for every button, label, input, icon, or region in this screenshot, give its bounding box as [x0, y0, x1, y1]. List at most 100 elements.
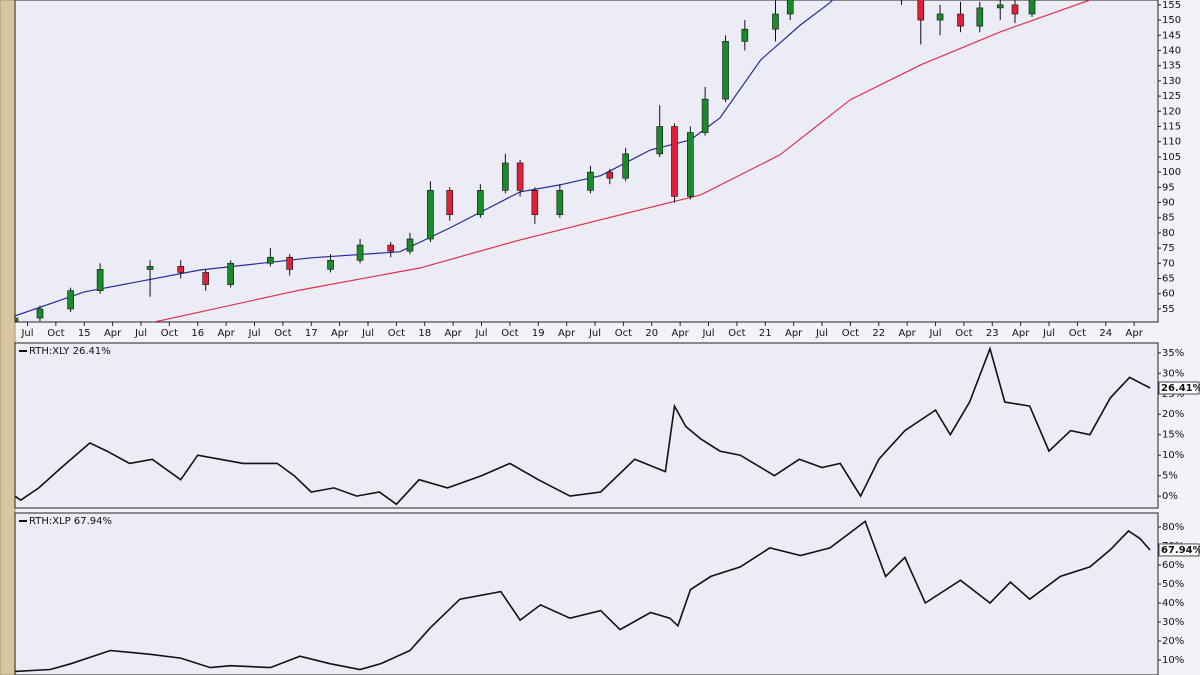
- x-tick-label: Apr: [1012, 328, 1030, 339]
- x-tick-label: Jul: [701, 328, 714, 339]
- x-tick-label: 22: [872, 328, 885, 339]
- x-tick-label: Oct: [274, 328, 291, 339]
- x-tick-label: Jul: [815, 328, 828, 339]
- y-tick-label: 40%: [1162, 598, 1184, 609]
- x-tick-label: Jul: [247, 328, 260, 339]
- y-tick-label: 105: [1162, 152, 1181, 163]
- candle-body: [556, 190, 564, 215]
- y-tick-label: 85: [1162, 213, 1175, 224]
- y-tick-label: 100: [1162, 167, 1181, 178]
- plot-area: [15, 0, 1092, 322]
- candle-body: [1011, 4, 1019, 15]
- y-tick-label: 30%: [1162, 617, 1184, 628]
- side-strip: [0, 0, 16, 675]
- y-tick-label: 90: [1162, 198, 1175, 209]
- candle-body: [1028, 0, 1036, 15]
- candle-body: [446, 190, 454, 215]
- candle-body: [917, 0, 925, 21]
- candle-body: [531, 190, 539, 215]
- candle-body: [701, 98, 709, 133]
- x-tick-label: Jul: [1042, 328, 1055, 339]
- candle-body: [146, 266, 154, 270]
- x-tick-label: Apr: [444, 328, 462, 339]
- x-tick-label: Apr: [898, 328, 916, 339]
- candle-body: [957, 13, 964, 27]
- legend-label: RTH:XLP 67.94%: [29, 516, 112, 527]
- line: [15, 0, 834, 317]
- y-tick-label: 95: [1162, 182, 1175, 193]
- y-tick-label: 20%: [1162, 409, 1184, 420]
- x-tick-label: 18: [418, 328, 431, 339]
- y-tick-label: 80%: [1162, 522, 1184, 533]
- y-tick-label: 60%: [1162, 560, 1184, 571]
- candle-body: [477, 190, 484, 215]
- x-tick-label: Jul: [474, 328, 487, 339]
- y-tick-label: 20%: [1162, 636, 1184, 647]
- y-tick-label: 60: [1162, 289, 1175, 300]
- x-tick-label: Oct: [842, 328, 859, 339]
- x-tick-label: Oct: [728, 328, 745, 339]
- candle-body: [67, 290, 74, 310]
- x-tick-label: 24: [1099, 328, 1112, 339]
- legend-label: RTH:XLY 26.41%: [29, 346, 111, 357]
- line: [151, 0, 1092, 322]
- y-tick-label: 115: [1162, 121, 1181, 132]
- line: [15, 520, 1151, 673]
- line: [15, 346, 1151, 506]
- plot-area: [15, 520, 1151, 673]
- candle-body: [786, 0, 794, 15]
- candle-body: [96, 269, 104, 291]
- candle-body: [356, 244, 364, 261]
- y-tick-label: 145: [1162, 30, 1181, 41]
- candle-body: [406, 238, 414, 252]
- candle-body: [286, 256, 293, 270]
- x-tick-label: Jul: [134, 328, 147, 339]
- candle-body: [15, 317, 19, 322]
- x-tick-label: Oct: [501, 328, 518, 339]
- candle-body: [502, 162, 509, 191]
- candle-body: [996, 4, 1004, 9]
- x-tick-label: Oct: [388, 328, 405, 339]
- x-tick-label: 16: [191, 328, 204, 339]
- y-tick-label: 0%: [1162, 491, 1178, 502]
- candle-body: [606, 171, 614, 179]
- x-tick-label: Jul: [588, 328, 601, 339]
- x-tick-label: Apr: [671, 328, 689, 339]
- x-tick-label: 23: [986, 328, 999, 339]
- candle-body: [36, 308, 44, 319]
- x-tick-label: Apr: [217, 328, 235, 339]
- y-tick-label: 130: [1162, 76, 1181, 87]
- x-tick-label: Apr: [785, 328, 803, 339]
- x-tick-label: 21: [759, 328, 772, 339]
- y-tick-label: 75: [1162, 243, 1175, 254]
- x-tick-label: 20: [645, 328, 658, 339]
- y-tick-label: 140: [1162, 45, 1181, 56]
- panel-background: [14, 512, 1159, 675]
- x-tick-label: Jul: [928, 328, 941, 339]
- x-tick-label: Apr: [558, 328, 576, 339]
- y-tick-label: 155: [1162, 0, 1181, 11]
- panel-background: [14, 342, 1159, 509]
- x-tick-label: Apr: [1126, 328, 1144, 339]
- y-tick-label: 125: [1162, 91, 1181, 102]
- candle-body: [177, 266, 185, 273]
- y-tick-label: 15%: [1162, 430, 1184, 441]
- candle-body: [427, 190, 434, 240]
- y-tick-label: 150: [1162, 15, 1181, 26]
- x-tick-label: Oct: [955, 328, 972, 339]
- candle-body: [936, 13, 944, 21]
- candle-body: [202, 272, 209, 285]
- x-tick-label: Oct: [615, 328, 632, 339]
- x-tick-label: 19: [532, 328, 545, 339]
- x-tick-label: Apr: [104, 328, 122, 339]
- x-tick-label: Apr: [331, 328, 349, 339]
- x-tick-label: Jul: [20, 328, 33, 339]
- candle-body: [772, 13, 779, 30]
- y-tick-label: 120: [1162, 106, 1181, 117]
- y-tick-label: 135: [1162, 61, 1181, 72]
- panel-background: [14, 0, 1159, 323]
- candle-body: [741, 28, 749, 42]
- candle-body: [387, 244, 395, 252]
- x-tick-label: 17: [305, 328, 318, 339]
